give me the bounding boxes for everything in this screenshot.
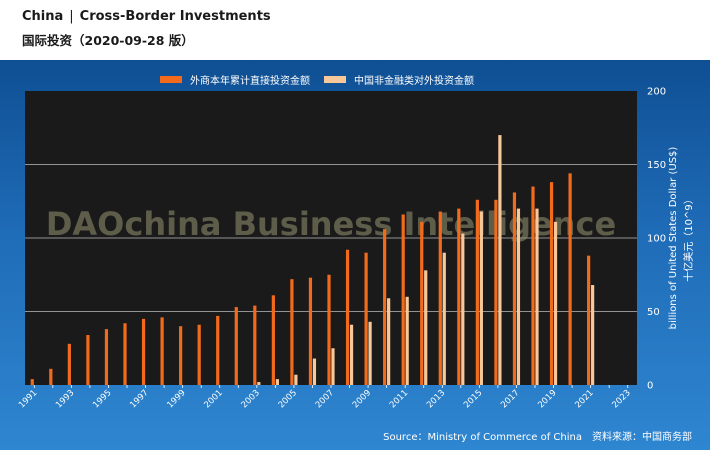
bar-series2 <box>424 270 428 385</box>
bar-series1 <box>494 199 498 385</box>
page-title: China | Cross-Border Investments <box>22 9 271 24</box>
bar-series1 <box>141 318 146 385</box>
y-tick-label: 100 <box>647 234 666 245</box>
bar-series1 <box>587 255 591 385</box>
x-tick-label: 2011 <box>388 388 410 410</box>
header: China | Cross-Border Investments 国际投资（2020… <box>0 0 710 60</box>
legend-item-series2: 中国非金融类对外投资金额 <box>324 72 474 87</box>
x-tick-label: 2007 <box>314 388 336 410</box>
bar-series1 <box>383 229 387 385</box>
bar-series1 <box>179 326 183 385</box>
bar-series2 <box>553 221 558 385</box>
bar-series2 <box>294 374 298 385</box>
bar-series1 <box>234 307 238 385</box>
bar-series2 <box>516 208 521 385</box>
x-tick-label: 2017 <box>499 388 521 410</box>
bar-series1 <box>568 173 572 385</box>
bar-series1 <box>438 211 442 385</box>
bar-series1 <box>30 379 34 385</box>
source-zh: 资料来源：中国商务部 <box>592 432 692 443</box>
bar-series1 <box>253 305 257 385</box>
y-tick-label: 0 <box>647 381 653 392</box>
y-tick-label: 150 <box>647 160 666 171</box>
source-note: Source：Ministry of Commerce of China 资料来源… <box>383 428 692 443</box>
watermark-text: DAOchina Business Intelligence <box>46 205 616 243</box>
x-tick-label: 2013 <box>425 388 447 410</box>
x-tick-label: 1997 <box>128 388 150 410</box>
bar-series2 <box>591 285 595 385</box>
bar-series2 <box>479 211 483 385</box>
x-tick-label: 2021 <box>573 388 595 410</box>
bar-series2 <box>535 208 539 385</box>
bar-series2 <box>275 379 279 385</box>
bar-series1 <box>123 323 127 385</box>
page-subtitle: 国际投资（2020-09-28 版） <box>22 33 194 48</box>
bar-series1 <box>67 343 71 385</box>
bar-series1 <box>327 274 331 385</box>
bar-series1 <box>160 317 164 385</box>
title-country: China <box>22 9 64 24</box>
bar-series1 <box>308 277 313 385</box>
bar-series1 <box>86 335 90 385</box>
y-axis-title: billions of United States Dollar (US$) <box>668 147 679 330</box>
bar-series2 <box>461 233 465 385</box>
bar-series2 <box>368 321 372 385</box>
x-tick-label: 2005 <box>277 388 299 410</box>
x-tick-label: 2009 <box>351 388 373 410</box>
x-tick-label: 1991 <box>17 388 39 410</box>
bar-series1 <box>49 368 53 385</box>
bar-series1 <box>401 214 405 385</box>
bar-series2 <box>331 348 335 385</box>
bar-series1 <box>364 252 368 385</box>
legend-swatch-series2 <box>324 75 346 83</box>
y-tick-label: 50 <box>647 307 660 318</box>
bar-series2 <box>257 382 261 385</box>
legend-swatch-series1 <box>160 75 182 83</box>
title-topic: Cross-Border Investments <box>79 9 271 24</box>
y-axis-title-cn: 十亿美元（10^9） <box>682 194 695 281</box>
bar-series2 <box>349 324 354 385</box>
source-en: Source：Ministry of Commerce of China <box>383 432 582 443</box>
bar-series1 <box>531 186 535 385</box>
title-separator: | <box>69 9 74 24</box>
x-tick-label: 1995 <box>91 388 113 410</box>
legend: 外商本年累计直接投资金额 中国非金融类对外投资金额 <box>160 72 474 87</box>
x-tick-label: 2001 <box>202 388 224 410</box>
bar-series1 <box>197 324 201 385</box>
bar-series1 <box>420 221 424 385</box>
y-tick-label: 200 <box>647 87 666 98</box>
bar-series1 <box>549 182 554 385</box>
bar-series2 <box>442 252 446 385</box>
legend-item-series1: 外商本年累计直接投资金额 <box>160 72 310 87</box>
bar-series1 <box>475 199 479 385</box>
bar-series1 <box>457 208 461 385</box>
bar-series1 <box>345 249 350 385</box>
bar-series1 <box>104 329 109 385</box>
bar-series2 <box>498 135 502 385</box>
x-tick-label: 1999 <box>165 388 187 410</box>
x-tick-label: 2019 <box>536 388 558 410</box>
bar-series2 <box>312 358 317 385</box>
bar-series2 <box>405 296 409 385</box>
bar-series1 <box>271 295 275 385</box>
bar-series1 <box>290 279 294 385</box>
bar-series1 <box>216 315 220 385</box>
legend-label-series2: 中国非金融类对外投资金额 <box>354 75 474 87</box>
x-tick-label: 2003 <box>240 388 262 410</box>
x-tick-label: 2015 <box>462 388 484 410</box>
legend-label-series1: 外商本年累计直接投资金额 <box>190 75 310 87</box>
x-tick-label: 1993 <box>54 388 76 410</box>
x-tick-label: 2023 <box>610 388 632 410</box>
bar-series1 <box>512 192 517 385</box>
bar-series2 <box>387 298 391 385</box>
